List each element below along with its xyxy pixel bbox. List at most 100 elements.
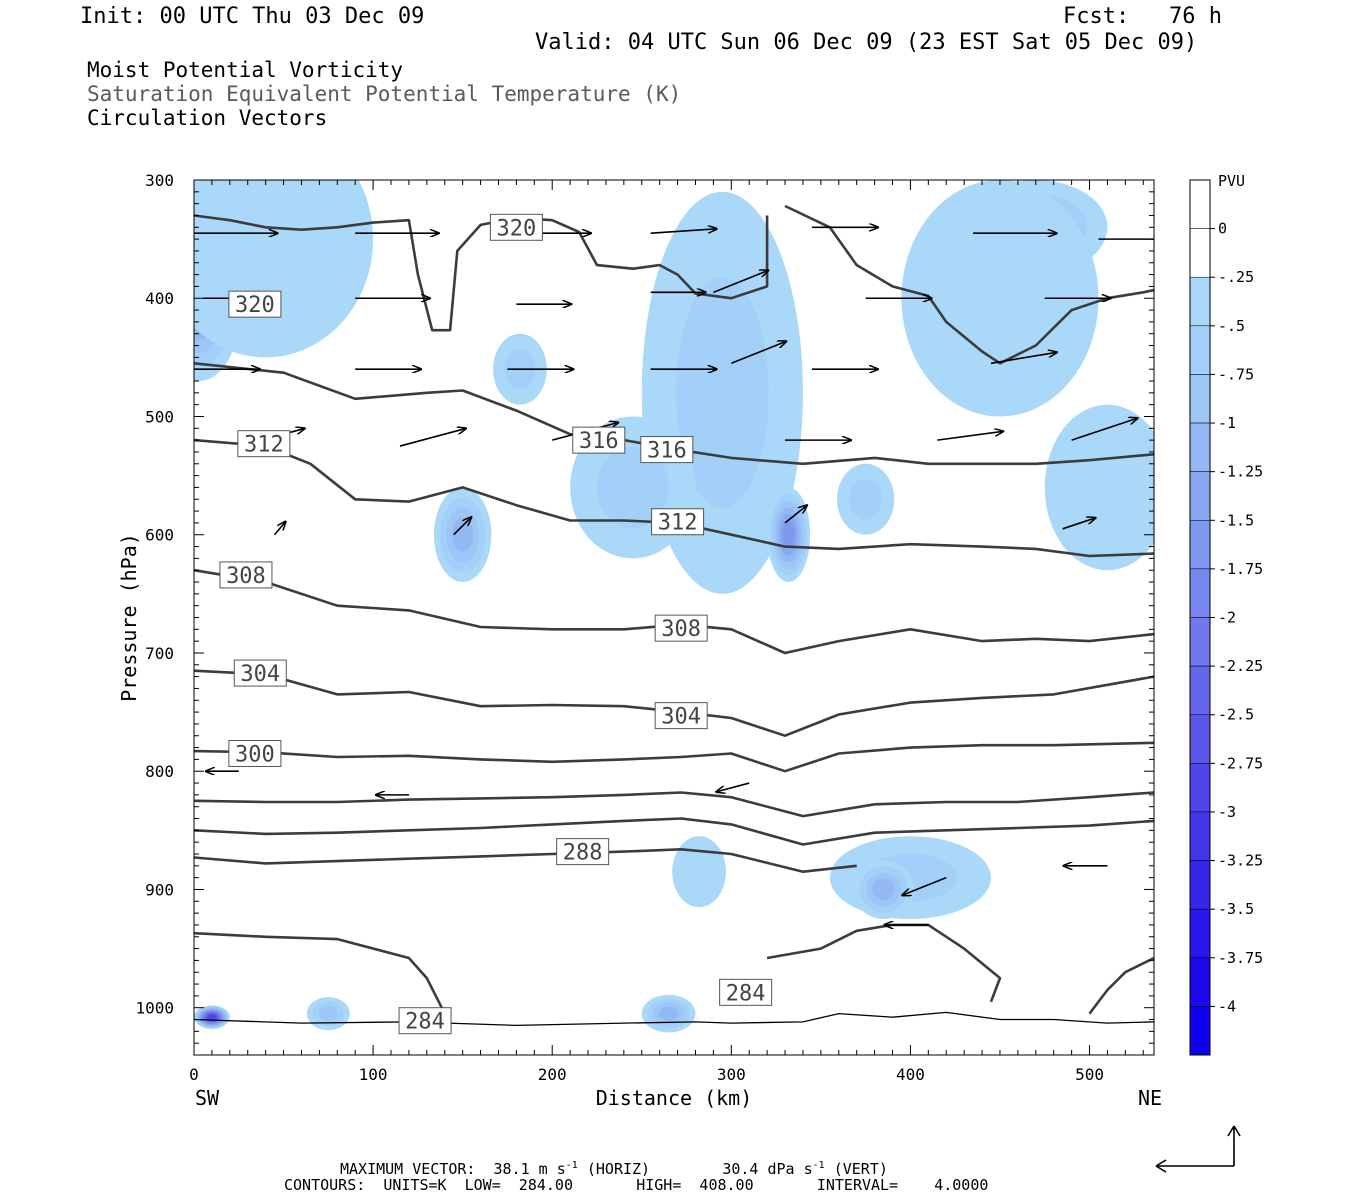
x-tick-label: 400 bbox=[896, 1065, 925, 1084]
colorbar-swatch bbox=[1189, 811, 1211, 861]
contour-label-box bbox=[556, 838, 610, 866]
circulation-vector bbox=[716, 782, 750, 792]
y-tick-label: 700 bbox=[145, 644, 174, 663]
pv-patch bbox=[782, 520, 795, 549]
contour-label-box bbox=[228, 290, 282, 318]
max-vector-line: MAXIMUM VECTOR: 38.1 m s-1 (HORIZ) 30.4 … bbox=[340, 1160, 888, 1178]
circulation-vector bbox=[1071, 418, 1138, 441]
colorbar-label: -2 bbox=[1218, 609, 1236, 627]
colorbar-label: -.5 bbox=[1218, 317, 1245, 335]
colorbar-label: 0 bbox=[1218, 220, 1227, 238]
colorbar-label: -2.25 bbox=[1218, 657, 1263, 675]
theta-contour-300 bbox=[194, 741, 1154, 773]
contour-label: 288 bbox=[563, 841, 603, 866]
colorbar-label: -1 bbox=[1218, 414, 1236, 432]
field-title-pv: Moist Potential Vorticity bbox=[87, 58, 404, 82]
circulation-vector bbox=[784, 505, 807, 524]
y-tick-label: 900 bbox=[145, 880, 174, 899]
theta-contour-284 bbox=[194, 931, 446, 1015]
max-vert-value: 30.4 dPa s bbox=[722, 1160, 813, 1178]
theta-contour-284 bbox=[766, 923, 1002, 1003]
y-tick-label: 1000 bbox=[135, 999, 174, 1018]
pv-patch bbox=[1044, 404, 1154, 571]
pv-patch bbox=[194, 180, 374, 358]
contour-label-box bbox=[398, 1007, 452, 1035]
y-tick-label: 800 bbox=[145, 762, 174, 781]
theta-contour-284 bbox=[1088, 956, 1154, 1015]
colorbar-label: -1.5 bbox=[1218, 511, 1254, 529]
x-axis-label: Distance (km) bbox=[596, 1086, 753, 1110]
contour-label: 312 bbox=[658, 511, 698, 536]
contour-label: 316 bbox=[579, 429, 619, 454]
field-title-theta: Saturation Equivalent Potential Temperat… bbox=[87, 82, 682, 106]
contour-label: 308 bbox=[226, 564, 266, 589]
colorbar-swatch bbox=[1189, 276, 1211, 327]
colorbar-swatch bbox=[1189, 228, 1211, 278]
colorbar-label: -3 bbox=[1218, 803, 1236, 821]
colorbar-swatch bbox=[1189, 374, 1211, 424]
contour-label: 320 bbox=[497, 216, 537, 241]
circulation-vector bbox=[937, 431, 1003, 441]
colorbar-swatch bbox=[1189, 179, 1211, 229]
colorbar-swatch bbox=[1189, 957, 1211, 1007]
pv-patch bbox=[207, 1014, 216, 1020]
colorbar-swatch bbox=[1189, 1006, 1211, 1056]
contour-label: 320 bbox=[235, 293, 275, 318]
colorbar-label: -1.25 bbox=[1218, 463, 1263, 481]
contour-label: 316 bbox=[647, 439, 687, 464]
field-title-vectors: Circulation Vectors bbox=[87, 106, 328, 130]
theta-contour-288 bbox=[194, 848, 857, 873]
colorbar-unit: PVU bbox=[1218, 172, 1245, 190]
contour-label: 304 bbox=[661, 705, 701, 730]
horiz-tag: (HORIZ) bbox=[586, 1160, 651, 1178]
theta-contour-292 bbox=[194, 817, 1154, 846]
contour-label-box bbox=[572, 426, 626, 454]
y-tick-label: 500 bbox=[145, 407, 174, 426]
x-left-endpoint-label: SW bbox=[195, 1086, 220, 1110]
contour-label-box bbox=[651, 508, 705, 536]
contour-label: 300 bbox=[235, 742, 275, 767]
circulation-vector bbox=[990, 352, 1057, 365]
pv-patch bbox=[676, 277, 769, 509]
pv-patch bbox=[452, 517, 474, 552]
valid-time: Valid: 04 UTC Sun 06 Dec 09 (23 EST Sat … bbox=[535, 30, 1198, 55]
colorbar-label: -3.75 bbox=[1218, 949, 1263, 967]
contour-label-box bbox=[719, 978, 773, 1006]
colorbar-swatch bbox=[1189, 520, 1211, 570]
pv-patch bbox=[319, 1006, 338, 1021]
reference-vector-icon bbox=[1155, 1125, 1241, 1173]
colorbar-label: -2.75 bbox=[1218, 754, 1263, 772]
x-tick-label: 500 bbox=[1075, 1065, 1104, 1084]
theta-contour-320 bbox=[194, 214, 769, 332]
contour-label-box bbox=[237, 430, 291, 458]
x-tick-label: 0 bbox=[189, 1065, 199, 1084]
circulation-vector bbox=[650, 229, 717, 235]
forecast-hour: Fcst: 76 h bbox=[1063, 4, 1222, 29]
init-time: Init: 00 UTC Thu 03 Dec 09 bbox=[80, 4, 425, 29]
circulation-vector bbox=[731, 341, 786, 365]
contour-label-box bbox=[654, 614, 708, 642]
pv-patch bbox=[872, 878, 895, 901]
x-tick-label: 200 bbox=[538, 1065, 567, 1084]
colorbar-label: -3.5 bbox=[1218, 900, 1254, 918]
vert-tag: (VERT) bbox=[833, 1160, 888, 1178]
contour-label: 312 bbox=[244, 433, 284, 458]
contour-label: 308 bbox=[661, 617, 701, 642]
colorbar-label: -2.5 bbox=[1218, 706, 1254, 724]
colorbar-swatch bbox=[1189, 568, 1211, 618]
colorbar-label: -3.25 bbox=[1218, 852, 1263, 870]
contour-label-box bbox=[219, 561, 273, 589]
contour-label-box bbox=[489, 213, 543, 241]
y-tick-label: 300 bbox=[145, 171, 174, 190]
colorbar-swatch bbox=[1189, 763, 1211, 813]
circulation-vector bbox=[713, 270, 768, 294]
contour-label-box bbox=[233, 659, 287, 687]
contour-label-box bbox=[228, 739, 282, 767]
colorbar-swatch bbox=[1189, 860, 1211, 910]
y-tick-label: 600 bbox=[145, 526, 174, 545]
contour-label-box bbox=[640, 436, 694, 464]
colorbar-swatch bbox=[1189, 665, 1211, 715]
pv-patch bbox=[658, 1006, 679, 1021]
contour-label: 284 bbox=[726, 981, 766, 1006]
